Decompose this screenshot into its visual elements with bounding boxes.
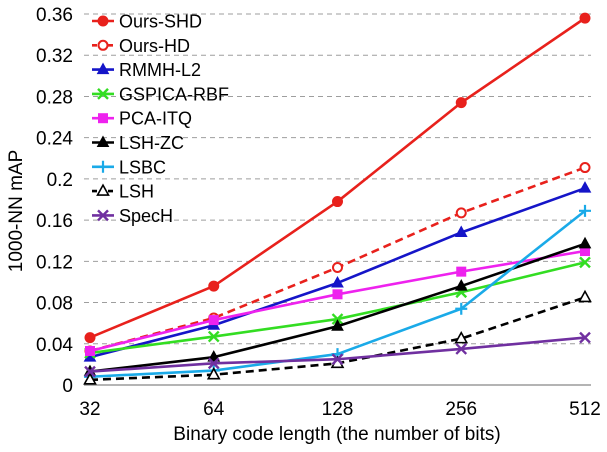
legend-marker	[97, 160, 109, 173]
y-tick-label: 0.12	[36, 252, 73, 273]
legend-item: SpecH	[92, 206, 173, 226]
data-point	[455, 207, 467, 219]
series-spech	[84, 331, 591, 378]
series-pca-itq	[85, 246, 590, 356]
data-point	[454, 225, 468, 237]
data-point	[84, 365, 96, 378]
data-point	[579, 12, 591, 24]
data-point	[208, 315, 219, 326]
series-ours-shd	[84, 12, 591, 344]
data-point	[332, 262, 343, 274]
data-point	[579, 162, 591, 174]
data-point	[332, 289, 343, 300]
data-point	[579, 204, 591, 217]
data-point	[207, 357, 220, 370]
data-point	[455, 97, 467, 109]
data-point	[85, 345, 95, 356]
legend-label: Ours-HD	[119, 36, 190, 56]
legend-item: LSH	[92, 182, 154, 202]
legend-label: RMMH-L2	[119, 60, 201, 80]
legend: Ours-SHD Ours-HD RMMH-L2 GSPICA-RBF PCA-ITQ L…	[92, 12, 229, 226]
data-point	[206, 367, 221, 380]
data-point	[579, 256, 591, 269]
legend-marker	[97, 209, 109, 222]
data-point	[331, 275, 344, 288]
data-point	[207, 330, 220, 343]
legend-label: LSH	[119, 182, 154, 202]
legend-marker	[97, 39, 109, 51]
legend-item: LSH-ZC	[92, 133, 184, 153]
data-point	[455, 302, 468, 315]
legend-marker	[97, 88, 109, 100]
y-tick-label: 0.36	[36, 5, 73, 26]
legend-label: PCA-ITQ	[119, 109, 192, 129]
data-point	[331, 319, 344, 331]
y-tick-label: 0.2	[47, 170, 73, 191]
legend-item: Ours-SHD	[92, 12, 202, 32]
legend-item: GSPICA-RBF	[92, 84, 229, 104]
y-tick-labels: 0 0.04 0.08 0.12 0.16 0.2 0.24 0.28 0.32 0.36	[36, 5, 73, 397]
y-axis-title: 1000-NN mAP	[6, 150, 27, 273]
legend-item: PCA-ITQ	[92, 109, 192, 129]
data-point	[578, 289, 592, 303]
y-tick-label: 0.08	[36, 294, 73, 315]
legend-item: RMMH-L2	[92, 60, 201, 80]
data-point	[208, 280, 220, 292]
y-tick-label: 0	[62, 376, 73, 397]
x-tick-labels: 32 64 128 256 512	[79, 399, 600, 420]
data-point	[454, 330, 469, 344]
x-tick-label: 32	[79, 399, 100, 420]
y-tick-label: 0.24	[36, 129, 73, 150]
legend-marker	[96, 62, 110, 75]
y-tick-label: 0.28	[36, 87, 73, 108]
legend-marker	[97, 15, 109, 27]
series-lines	[83, 12, 592, 385]
legend-item: Ours-HD	[92, 36, 190, 56]
series-lsh	[83, 289, 592, 385]
data-point	[83, 372, 97, 385]
data-point	[207, 350, 221, 362]
x-axis-title: Binary code length (the number of bits)	[173, 424, 500, 445]
data-point	[578, 181, 592, 193]
legend-marker	[98, 113, 108, 124]
data-point	[454, 279, 468, 291]
data-point	[579, 331, 591, 344]
legend-marker	[96, 183, 110, 196]
legend-item: LSBC	[92, 157, 166, 177]
y-tick-label: 0.04	[36, 335, 73, 356]
x-tick-label: 128	[322, 399, 354, 420]
data-point	[332, 196, 343, 208]
data-point	[331, 313, 344, 325]
grid-lines	[84, 13, 591, 345]
data-point	[455, 343, 468, 355]
x-tick-label: 512	[569, 399, 601, 420]
legend-label: LSH-ZC	[119, 133, 184, 153]
legend-label: Ours-SHD	[119, 12, 202, 32]
y-tick-label: 0.16	[36, 211, 73, 232]
legend-label: GSPICA-RBF	[119, 84, 229, 104]
data-point	[456, 266, 467, 277]
data-point	[84, 332, 96, 344]
data-point	[578, 236, 592, 249]
legend-label: SpecH	[119, 206, 173, 226]
x-tick-label: 64	[203, 399, 225, 420]
legend-label: LSBC	[119, 157, 166, 177]
legend-marker	[96, 135, 110, 147]
y-tick-label: 0.32	[36, 46, 73, 67]
x-tick-label: 256	[445, 399, 477, 420]
data-point	[331, 353, 344, 366]
